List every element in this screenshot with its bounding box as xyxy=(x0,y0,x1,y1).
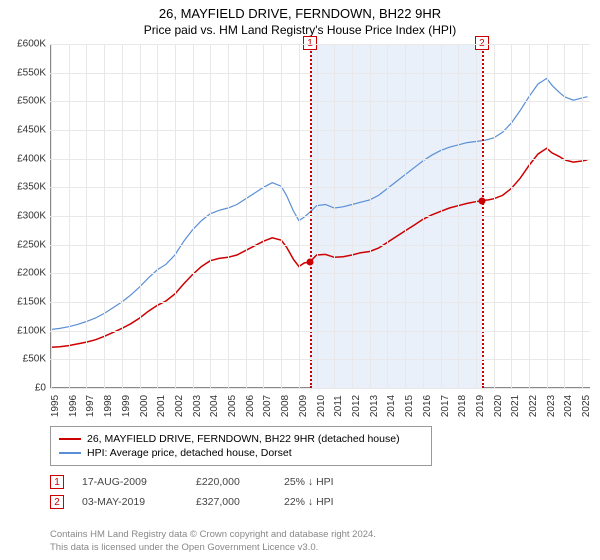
footer-line-2: This data is licensed under the Open Gov… xyxy=(50,542,376,554)
x-tick-label: 2012 xyxy=(351,395,362,417)
chart-container: 26, MAYFIELD DRIVE, FERNDOWN, BH22 9HR P… xyxy=(0,0,600,560)
y-tick-label: £250K xyxy=(17,239,46,250)
x-tick-label: 2006 xyxy=(245,395,256,417)
y-gridline xyxy=(50,101,590,102)
y-gridline xyxy=(50,273,590,274)
y-tick-label: £500K xyxy=(17,96,46,107)
y-tick-label: £150K xyxy=(17,297,46,308)
x-tick-label: 2014 xyxy=(386,395,397,417)
x-axis: 1995 1996 1997 1998 1999 2000 2001 2002 2003 2004… xyxy=(50,388,590,420)
legend-label: HPI: Average price, detached house, Dors… xyxy=(87,447,292,459)
sale-marker-dot xyxy=(307,258,314,265)
x-tick-label: 2016 xyxy=(422,395,433,417)
chart-title: 26, MAYFIELD DRIVE, FERNDOWN, BH22 9HR xyxy=(0,0,600,21)
footer-attribution: Contains HM Land Registry data © Crown c… xyxy=(50,529,376,554)
x-tick-label: 2004 xyxy=(209,395,220,417)
chart-subtitle: Price paid vs. HM Land Registry's House … xyxy=(0,21,600,41)
legend-row: 26, MAYFIELD DRIVE, FERNDOWN, BH22 9HR (… xyxy=(59,432,423,446)
y-gridline xyxy=(50,73,590,74)
sale-diff: 25% ↓ HPI xyxy=(284,476,370,488)
sale-index-box: 2 xyxy=(50,495,64,509)
x-tick-label: 2020 xyxy=(493,395,504,417)
y-gridline xyxy=(50,159,590,160)
y-tick-label: £350K xyxy=(17,182,46,193)
x-tick-label: 2021 xyxy=(510,395,521,417)
sale-marker-box: 2 xyxy=(475,36,489,50)
y-tick-label: £400K xyxy=(17,153,46,164)
sale-date: 03-MAY-2019 xyxy=(82,496,178,508)
footer-line-1: Contains HM Land Registry data © Crown c… xyxy=(50,529,376,541)
x-tick-label: 2009 xyxy=(298,395,309,417)
x-tick-label: 2017 xyxy=(440,395,451,417)
sale-row: 1 17-AUG-2009 £220,000 25% ↓ HPI xyxy=(50,472,370,492)
x-tick-label: 2010 xyxy=(316,395,327,417)
x-tick-label: 1995 xyxy=(50,395,61,417)
x-tick-label: 2000 xyxy=(139,395,150,417)
x-tick-label: 2024 xyxy=(563,395,574,417)
y-gridline xyxy=(50,302,590,303)
y-gridline xyxy=(50,44,590,45)
x-tick-label: 2008 xyxy=(280,395,291,417)
y-tick-label: £600K xyxy=(17,39,46,50)
x-tick-label: 2003 xyxy=(192,395,203,417)
chart-area: £0 £50K £100K £150K £200K £250K £300K £350K £400… xyxy=(0,44,600,420)
y-tick-label: £300K xyxy=(17,211,46,222)
y-tick-label: £550K xyxy=(17,67,46,78)
legend: 26, MAYFIELD DRIVE, FERNDOWN, BH22 9HR (… xyxy=(50,426,432,466)
x-tick-label: 2011 xyxy=(333,395,344,417)
x-tick-label: 1997 xyxy=(85,395,96,417)
x-tick-label: 2023 xyxy=(546,395,557,417)
sale-row: 2 03-MAY-2019 £327,000 22% ↓ HPI xyxy=(50,492,370,512)
y-gridline xyxy=(50,388,590,389)
legend-swatch xyxy=(59,452,81,454)
x-tick-label: 2022 xyxy=(528,395,539,417)
x-tick-label: 2007 xyxy=(262,395,273,417)
y-axis: £0£50K£100K£150K£200K£250K£300K£350K£400… xyxy=(0,44,50,388)
x-tick-label: 1999 xyxy=(121,395,132,417)
sale-price: £220,000 xyxy=(196,476,266,488)
sale-index-box: 1 xyxy=(50,475,64,489)
sale-price: £327,000 xyxy=(196,496,266,508)
x-tick-label: 2002 xyxy=(174,395,185,417)
x-tick-label: 1998 xyxy=(103,395,114,417)
y-gridline xyxy=(50,130,590,131)
x-tick-label: 2019 xyxy=(475,395,486,417)
x-tick-label: 2018 xyxy=(457,395,468,417)
y-tick-label: £50K xyxy=(23,354,46,365)
x-tick-label: 2013 xyxy=(369,395,380,417)
sale-marker-dot xyxy=(478,197,485,204)
y-tick-label: £450K xyxy=(17,125,46,136)
sale-marker-box: 1 xyxy=(303,36,317,50)
y-gridline xyxy=(50,216,590,217)
y-gridline xyxy=(50,359,590,360)
sale-diff: 22% ↓ HPI xyxy=(284,496,370,508)
y-gridline xyxy=(50,245,590,246)
x-tick-label: 2001 xyxy=(156,395,167,417)
y-gridline xyxy=(50,331,590,332)
y-tick-label: £100K xyxy=(17,325,46,336)
legend-label: 26, MAYFIELD DRIVE, FERNDOWN, BH22 9HR (… xyxy=(87,433,400,445)
y-tick-label: £200K xyxy=(17,268,46,279)
y-tick-label: £0 xyxy=(35,383,46,394)
sale-date: 17-AUG-2009 xyxy=(82,476,178,488)
legend-swatch xyxy=(59,438,81,440)
x-tick-label: 2025 xyxy=(581,395,592,417)
x-tick-label: 1996 xyxy=(68,395,79,417)
sales-table: 1 17-AUG-2009 £220,000 25% ↓ HPI 2 03-MAY-201… xyxy=(50,472,370,512)
x-tick-label: 2015 xyxy=(404,395,415,417)
x-tick-label: 2005 xyxy=(227,395,238,417)
legend-row: HPI: Average price, detached house, Dors… xyxy=(59,446,423,460)
y-gridline xyxy=(50,187,590,188)
